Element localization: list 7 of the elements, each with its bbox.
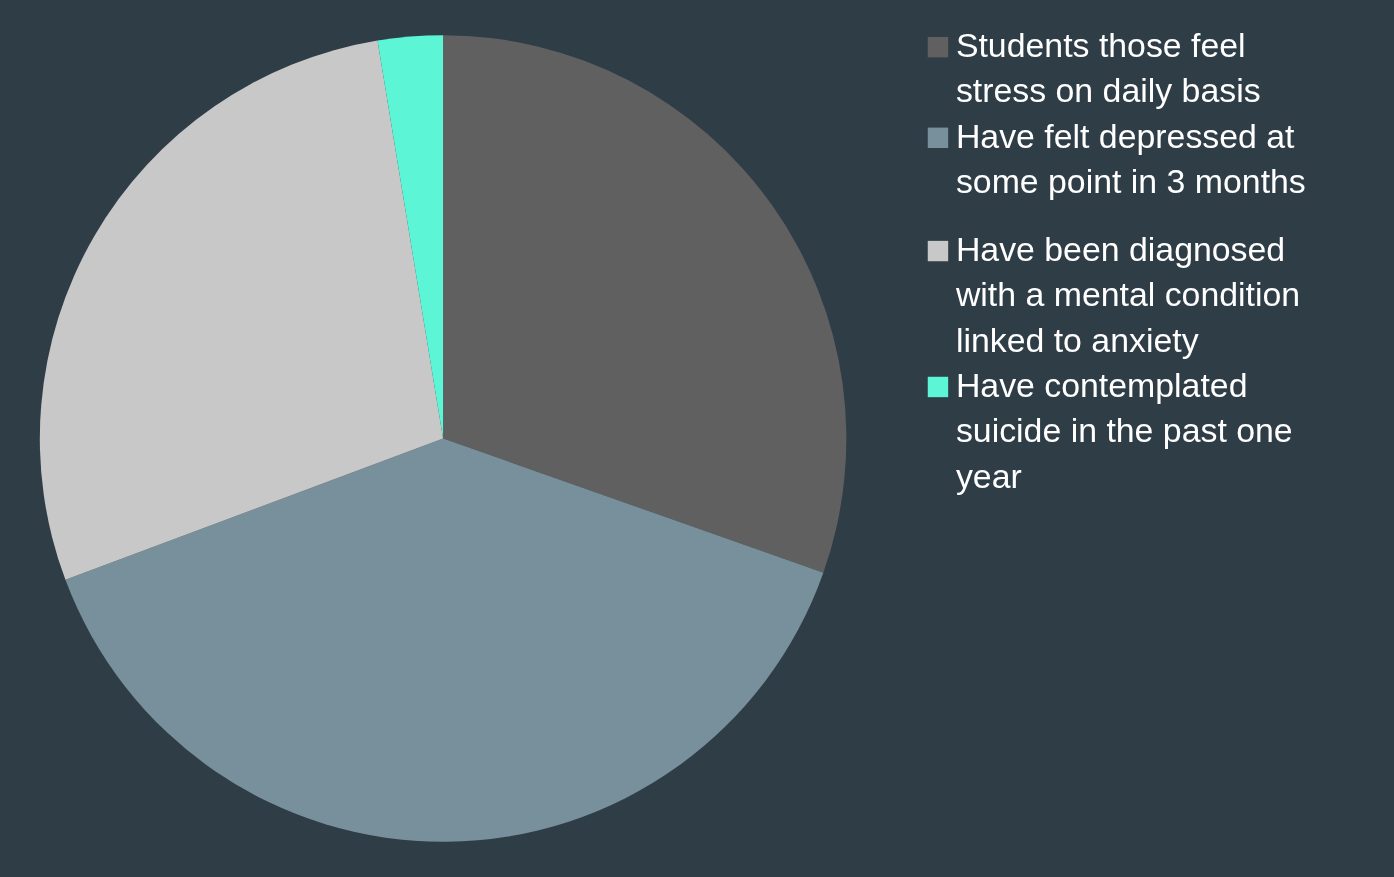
pie-slice [65, 438, 824, 842]
legend-label: Students those feel stress on daily basis [955, 26, 1261, 110]
legend-label: Have contemplated suicide in the past one year [955, 365, 1293, 495]
pie-slice [443, 35, 846, 573]
pie-slice [39, 40, 444, 580]
legend-label: Have felt depressed at some point in 3 months [955, 116, 1306, 201]
legend-label: Have been diagnosed with a mental condition linked to anxiety [954, 230, 1301, 359]
